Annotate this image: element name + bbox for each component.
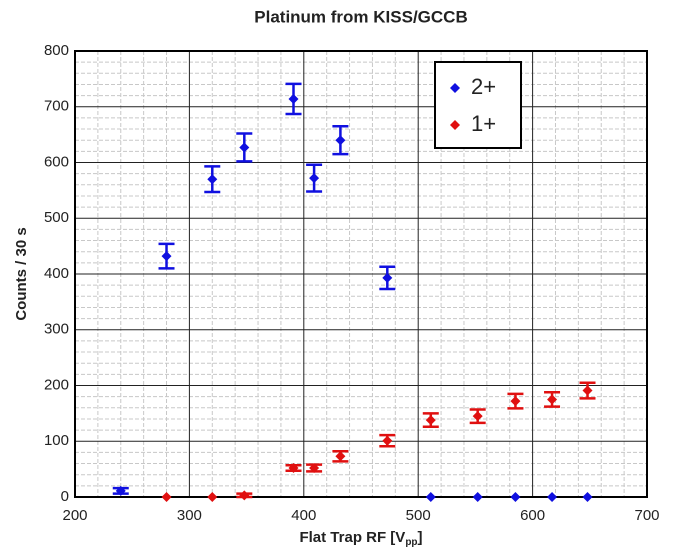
data-point [382,435,393,446]
data-point [510,396,521,407]
y-tick-label: 400 [44,265,69,282]
y-tick-label: 300 [44,321,69,338]
data-point [161,492,172,502]
y-tick-label: 100 [44,432,69,449]
y-tick-label: 500 [44,209,69,226]
x-axis-label-end: ] [418,529,423,546]
data-point [161,251,172,262]
y-tick-label: 200 [44,376,69,393]
data-point [335,135,346,146]
data-point [288,463,299,474]
x-tick-label: 300 [177,507,202,524]
data-point [547,492,558,502]
data-point [335,451,346,462]
data-point [207,492,218,502]
data-point [472,492,483,502]
y-tick-label: 700 [44,98,69,115]
data-point [582,492,593,502]
data-point [425,415,436,426]
x-tick-label: 200 [62,507,87,524]
x-tick-label: 500 [406,507,431,524]
data-point [547,394,558,405]
data-point [382,272,393,283]
data-point [425,492,436,502]
x-tick-label: 700 [634,507,659,524]
data-point [115,485,126,496]
legend-marker [450,120,460,130]
data-point [582,385,593,396]
data-point [472,411,483,422]
y-tick-label: 600 [44,153,69,170]
chart-title: Platinum from KISS/GCCB [254,7,467,26]
x-axis-label-sub: pp [405,537,417,548]
legend-label: 2+ [471,74,496,99]
data-point [239,142,250,153]
y-tick-label: 0 [61,488,69,505]
y-tick-label: 800 [44,42,69,59]
y-axis-label: Counts / 30 s [13,227,30,320]
x-axis-label: Flat Trap RF [Vpp] [299,529,422,548]
x-tick-label: 400 [291,507,316,524]
legend-label: 1+ [471,111,496,136]
legend-box [434,61,522,149]
data-point [309,463,320,474]
data-point [288,93,299,104]
data-point [510,492,521,502]
data-point [239,490,250,501]
legend-marker [450,83,460,93]
data-point [309,173,320,184]
x-tick-label: 600 [520,507,545,524]
plot-frame [74,50,648,498]
data-point [207,174,218,185]
x-axis-label-text: Flat Trap RF [V [299,529,405,546]
